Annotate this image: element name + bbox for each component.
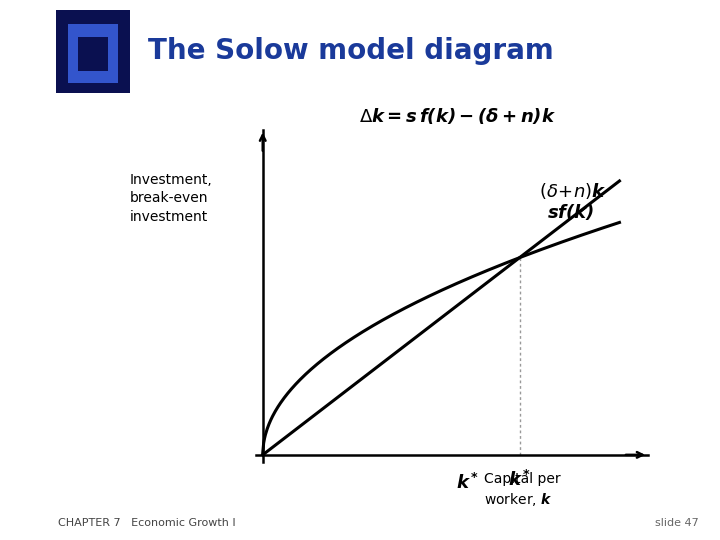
FancyBboxPatch shape xyxy=(56,10,130,93)
Text: Capital per: Capital per xyxy=(484,472,560,487)
Text: $(\delta\!+\!n)\bfit{k}$: $(\delta\!+\!n)\bfit{k}$ xyxy=(539,181,607,201)
Text: slide 47: slide 47 xyxy=(654,518,698,528)
Text: $\bfit{k}^*$: $\bfit{k}^*$ xyxy=(508,470,531,490)
FancyBboxPatch shape xyxy=(68,24,118,84)
Text: $\Delta\bfit{k} = \bfit{s\,f(k)} - (\delta+n)\bfit{k}$: $\Delta\bfit{k} = \bfit{s\,f(k)} - (\del… xyxy=(359,106,556,126)
Text: worker, $\bfit{k}$: worker, $\bfit{k}$ xyxy=(484,491,552,508)
Text: Investment,
break-even
investment: Investment, break-even investment xyxy=(130,173,212,224)
Text: The Solow model diagram: The Solow model diagram xyxy=(148,37,554,65)
Text: CHAPTER 7   Economic Growth I: CHAPTER 7 Economic Growth I xyxy=(58,518,235,528)
Text: $\bfit{sf(k)}$: $\bfit{sf(k)}$ xyxy=(547,202,595,222)
FancyBboxPatch shape xyxy=(78,37,108,71)
Text: $\bfit{k}^*$: $\bfit{k}^*$ xyxy=(456,472,479,492)
